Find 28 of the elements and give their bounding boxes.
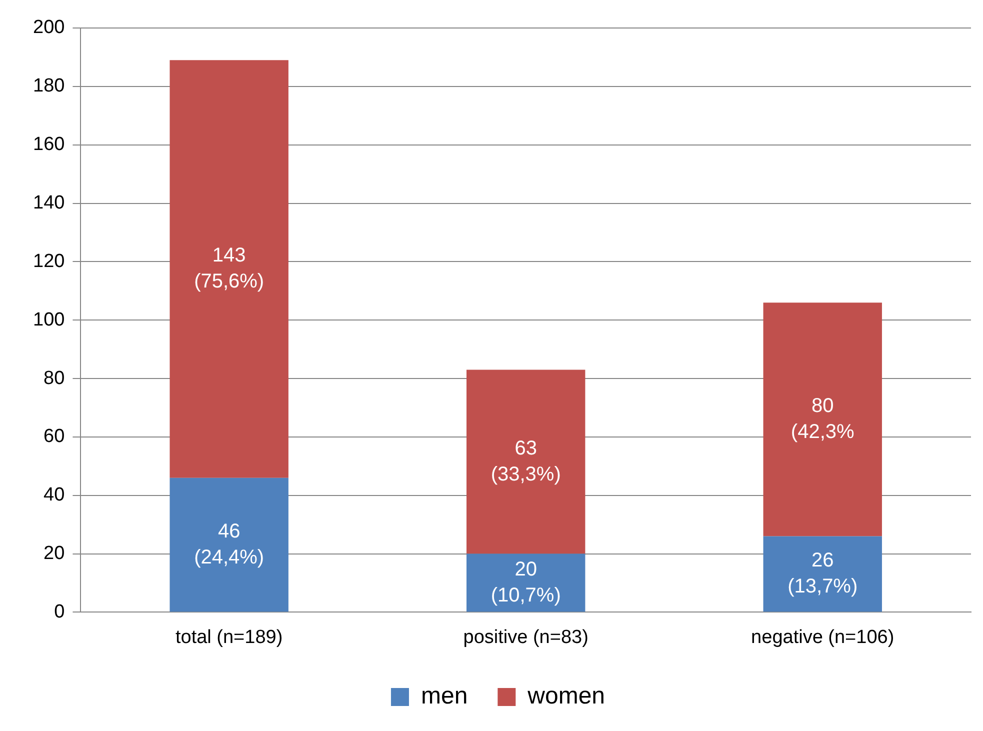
bar (466, 554, 586, 612)
legend-label: men (420, 682, 468, 710)
data-label: 143 (75,6%) (194, 244, 264, 292)
y-tick-label: 60 (44, 426, 65, 448)
y-tick-label: 80 (44, 368, 65, 389)
y-tick-label: 120 (33, 250, 65, 272)
y-tick-label: 100 (33, 309, 65, 330)
bar (763, 302, 882, 536)
y-tick-label: 180 (33, 76, 65, 97)
x-tick-label: negative (n=106) (751, 626, 894, 648)
bar (466, 370, 586, 554)
bar (763, 536, 882, 612)
y-tick-label: 40 (44, 484, 65, 506)
y-tick-label: 20 (44, 543, 65, 564)
y-tick-label: 160 (33, 134, 65, 156)
x-tick-label: total (n=189) (175, 626, 283, 648)
legend-label: women (526, 682, 606, 710)
data-label: 46 (24,4%) (194, 520, 264, 568)
data-label: 63 (33,3%) (490, 437, 561, 486)
y-tick-label: 140 (33, 192, 65, 214)
data-label: 20 (10,7%) (490, 558, 561, 606)
y-tick-label: 200 (33, 17, 65, 38)
x-tick-label: positive (n=83) (463, 626, 588, 648)
y-tick-label: 0 (54, 601, 65, 622)
data-label: 26 (13,7%) (788, 549, 858, 598)
data-label: 80 (42,3% (790, 394, 855, 443)
bar (170, 478, 288, 612)
bar (170, 60, 288, 478)
